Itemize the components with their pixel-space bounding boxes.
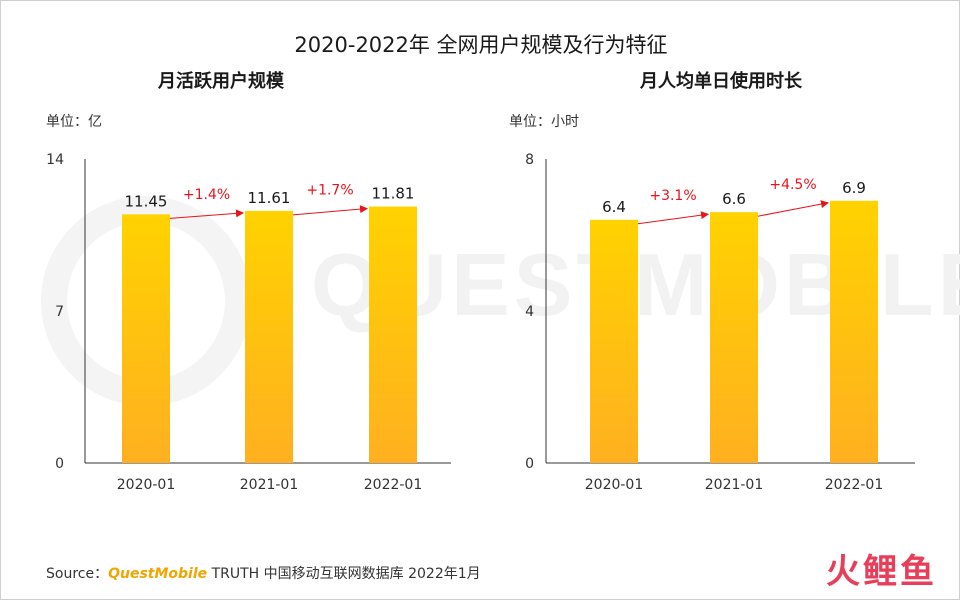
growth-label: +3.1% <box>649 188 696 204</box>
source-brand: QuestMobile <box>108 566 208 582</box>
growth-arrow <box>292 205 368 216</box>
growth-label: +4.5% <box>769 177 816 193</box>
source-rest: TRUTH 中国移动互联网数据库 2022年1月 <box>207 566 481 582</box>
x-tick-label: 2021-01 <box>240 477 299 493</box>
x-tick-label: 2020-01 <box>585 477 644 493</box>
x-tick-label: 2021-01 <box>705 477 764 493</box>
bar-value-label: 11.61 <box>248 189 291 207</box>
chart-1-unit: 单位：亿 <box>46 114 102 130</box>
y-tick-label: 0 <box>55 456 64 472</box>
growth-label: +1.4% <box>183 187 230 203</box>
y-tick-label: 4 <box>525 304 534 320</box>
y-tick-label: 14 <box>46 152 64 168</box>
y-tick-label: 8 <box>525 152 534 168</box>
source-prefix: Source： <box>46 566 109 582</box>
bar <box>122 214 170 463</box>
bar-value-label: 11.81 <box>372 185 415 203</box>
bar-value-label: 11.45 <box>125 192 168 210</box>
growth-arrow <box>757 200 829 217</box>
bar-value-label: 6.6 <box>722 190 746 208</box>
y-tick-label: 0 <box>525 456 534 472</box>
chart-2-unit: 单位：小时 <box>509 114 579 130</box>
bar <box>369 206 417 463</box>
x-tick-label: 2020-01 <box>117 477 176 493</box>
chart-2-title: 月人均单日使用时长 <box>640 71 802 92</box>
page-title: 2020-2022年 全网用户规模及行为特征 <box>294 33 668 57</box>
bar <box>830 200 878 464</box>
bar <box>590 219 638 463</box>
y-tick-label: 7 <box>55 304 64 320</box>
growth-arrow <box>169 209 244 219</box>
source-note: Source：QuestMobile TRUTH 中国移动互联网数据库 2022… <box>46 563 481 583</box>
x-tick-label: 2022-01 <box>364 477 423 493</box>
x-tick-label: 2022-01 <box>825 477 884 493</box>
bar <box>710 212 758 463</box>
bar <box>245 210 293 463</box>
bar-value-label: 6.4 <box>602 198 626 216</box>
brand-logo: 火鲤鱼 <box>826 552 937 592</box>
chart-1-title: 月活跃用户规模 <box>158 71 284 92</box>
growth-arrow <box>637 211 709 225</box>
bar-value-label: 6.9 <box>842 179 866 197</box>
growth-label: +1.7% <box>306 183 353 199</box>
